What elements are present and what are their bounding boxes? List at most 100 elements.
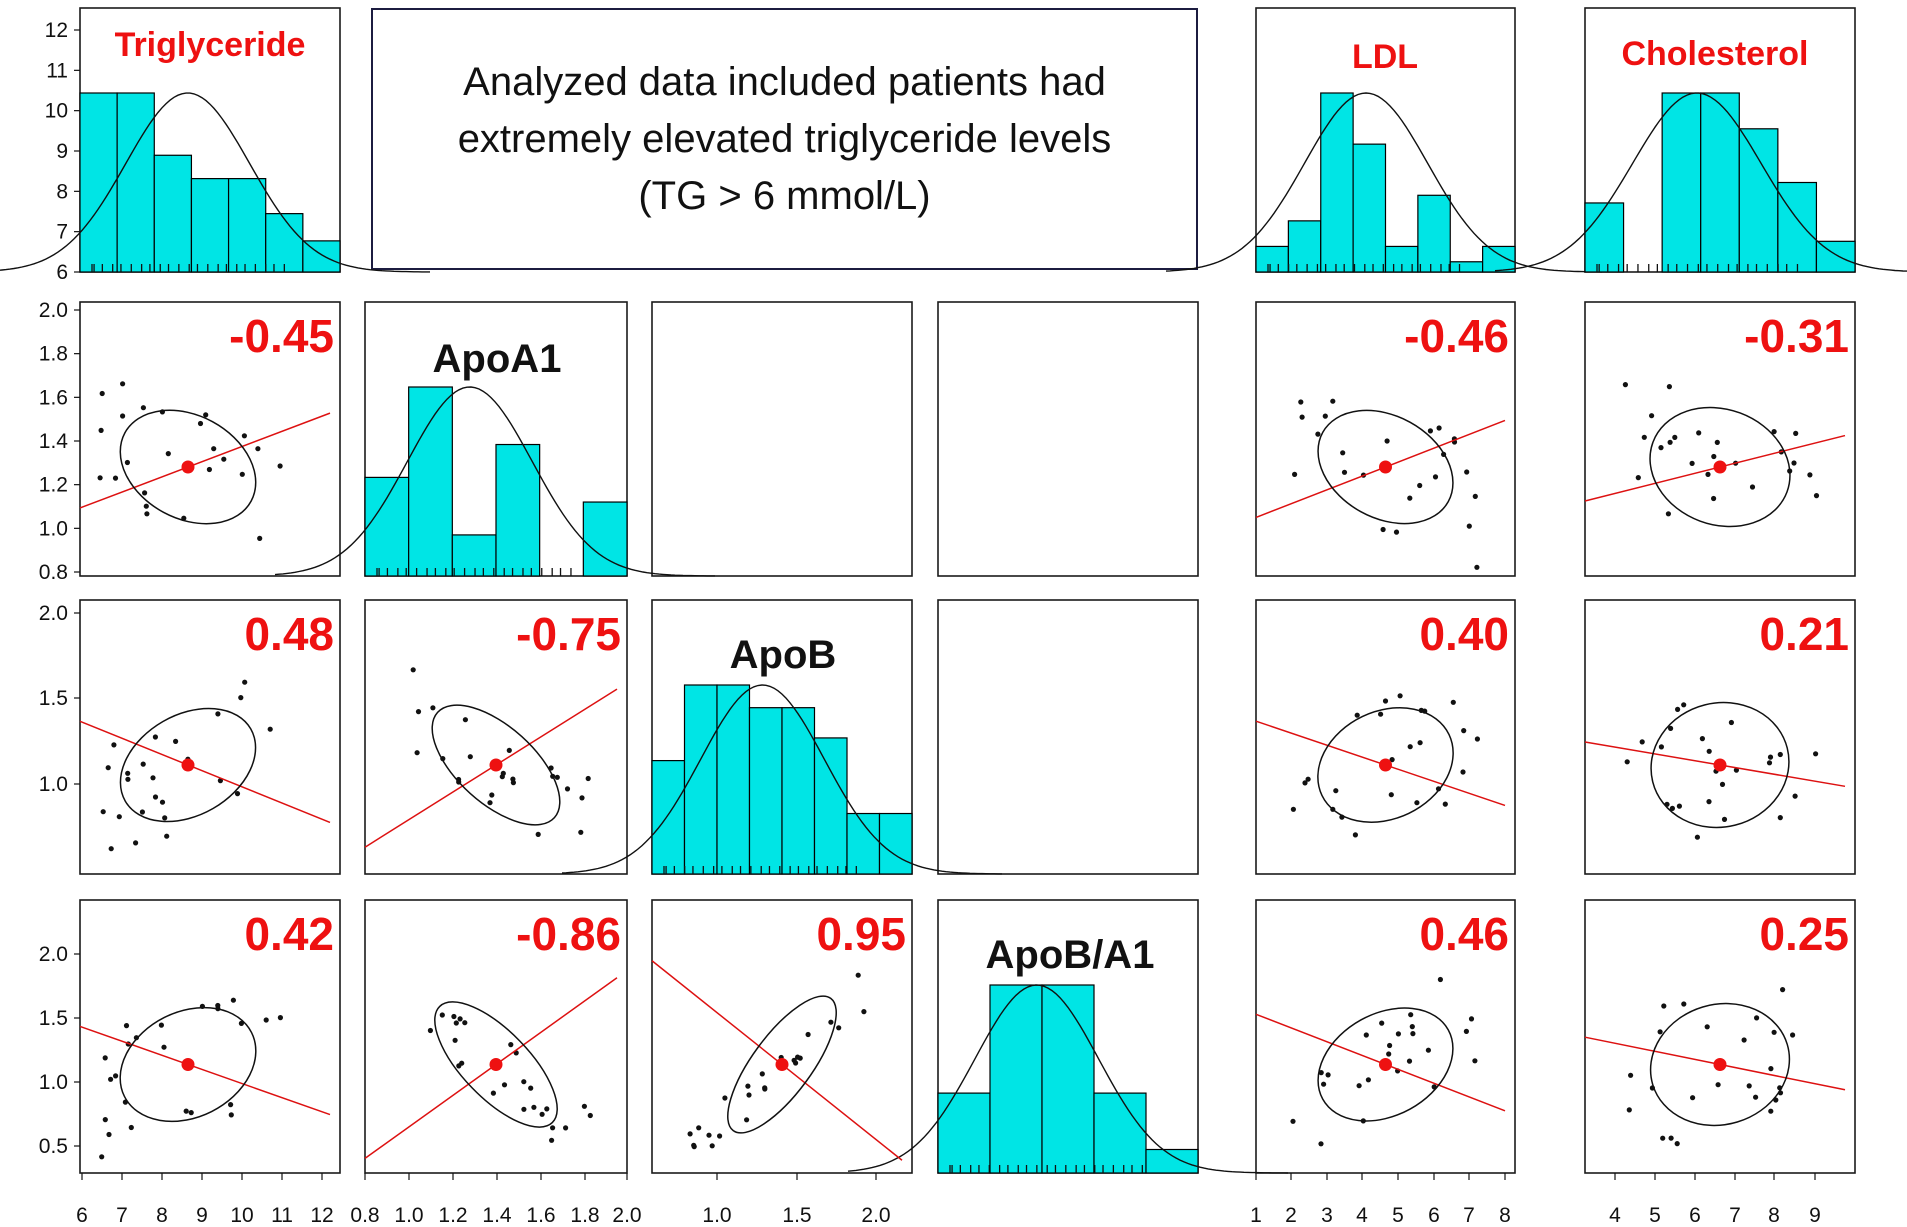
scatter-point-apoa1-triglyceride-0 [197, 420, 204, 427]
y-tick-label-apob-a1-3: 2.0 [39, 943, 68, 966]
x-tick-label-ldl-3: 4 [1356, 1204, 1368, 1227]
scatter-point-apob-a1-apoa1-16 [508, 1042, 514, 1048]
scatter-point-apob-ldl-12 [1382, 698, 1389, 704]
confidence-ellipse-apob-apoa1 [431, 704, 561, 826]
y-tick-label-triglyceride-0: 6 [56, 261, 68, 284]
scatter-point-apob-cholesterol-0 [1658, 744, 1664, 750]
hist-bar-triglyceride-4 [227, 178, 267, 273]
density-curve-apob-a1 [847, 984, 1289, 1174]
scatter-point-apob-apoa1-6 [579, 795, 585, 801]
scatter-point-apoa1-triglyceride-12 [97, 475, 103, 481]
scatter-point-apoa1-ldl-20 [1299, 414, 1305, 420]
scatter-point-apoa1-ldl-22 [1407, 495, 1413, 501]
x-tick-label-triglyceride-0: 6 [76, 1204, 88, 1227]
x-tick-label-cholesterol-2: 6 [1689, 1204, 1701, 1227]
correlation-apob-a1-triglyceride: 0.42 [244, 908, 334, 960]
scatter-point-apob-ldl-4 [1414, 800, 1420, 806]
scatter-point-apob-a1-apoa1-3 [563, 1125, 569, 1131]
scatter-point-apoa1-triglyceride-16 [221, 456, 227, 462]
y-tick-label-apoa1-0: 0.8 [39, 561, 68, 584]
mean-point-apob-cholesterol [1713, 758, 1727, 772]
hist-bar-apoa1-3 [495, 443, 541, 577]
scatter-point-apob-a1-cholesterol-20 [1660, 1135, 1666, 1141]
scatter-point-apob-a1-apoa1-5 [457, 1016, 463, 1022]
panel-frame-2-3 [937, 599, 1199, 875]
mean-point-apob-ldl [1379, 758, 1392, 772]
mean-point-apob-a1-apob [775, 1058, 789, 1071]
mean-point-apob-a1-cholesterol [1713, 1058, 1727, 1071]
hist-bar-triglyceride-5 [265, 213, 304, 273]
scatter-point-apob-a1-ldl-14 [1365, 1077, 1371, 1083]
scatter-point-apob-apoa1-13 [462, 717, 468, 723]
scatter-point-apob-triglyceride-6 [267, 726, 273, 732]
scatter-point-apob-a1-cholesterol-16 [1780, 987, 1786, 993]
hist-bar-apob-2 [716, 684, 751, 875]
hist-bar-cholesterol-2 [1661, 92, 1702, 273]
scatter-point-apoa1-triglyceride-19 [257, 535, 263, 542]
scatter-point-apob-a1-apob-1 [696, 1125, 702, 1131]
scatter-point-apob-ldl-18 [1302, 780, 1308, 786]
y-tick-label-triglyceride-2: 8 [56, 180, 68, 203]
scatter-point-apob-a1-triglyceride-21 [228, 1112, 234, 1118]
variable-label-ldl: LDL [1352, 38, 1418, 76]
scatter-point-apob-apoa1-9 [564, 786, 571, 792]
y-tick-label-apob-1: 1.5 [39, 687, 68, 710]
scatter-point-apob-a1-apoa1-14 [587, 1112, 593, 1119]
panel-frame-3-5 [1584, 899, 1856, 1174]
x-tick-label-apob-1: 1.5 [782, 1204, 811, 1227]
scatter-point-apob-ldl-7 [1417, 740, 1423, 746]
x-tick-label-triglyceride-3: 9 [196, 1204, 208, 1227]
hist-bar-ldl-7 [1482, 245, 1516, 273]
scatter-point-apoa1-cholesterol-23 [1635, 475, 1641, 481]
x-tick-label-triglyceride-2: 8 [156, 1204, 168, 1227]
y-tick-label-apoa1-4: 1.6 [39, 386, 68, 409]
scatter-point-apoa1-cholesterol-4 [1696, 430, 1702, 436]
scatter-point-apob-cholesterol-13 [1777, 751, 1783, 758]
scatter-point-apob-cholesterol-23 [1694, 834, 1700, 840]
panel-frame-1-3 [937, 301, 1199, 577]
scatter-point-apob-a1-cholesterol-1 [1768, 1108, 1774, 1114]
hist-bar-apoa1-1 [408, 386, 453, 577]
scatter-point-apob-a1-apob-12 [706, 1132, 712, 1138]
scatter-point-apob-a1-apoa1-13 [453, 1020, 459, 1026]
scatter-point-apob-ldl-17 [1474, 736, 1480, 742]
scatter-point-apob-ldl-5 [1378, 711, 1384, 717]
scatter-point-apob-a1-cholesterol-22 [1668, 1135, 1674, 1141]
scatter-point-apoa1-triglyceride-15 [239, 471, 245, 477]
panel-frame-3-1 [364, 899, 628, 1174]
panel-frame-3-0 [79, 899, 341, 1174]
y-tick-label-apoa1-1: 1.0 [39, 517, 68, 540]
scatter-point-apoa1-cholesterol-17 [1711, 453, 1717, 460]
hist-bar-ldl-3 [1352, 143, 1387, 273]
scatter-point-apob-a1-cholesterol-21 [1681, 1001, 1687, 1007]
scatter-point-apob-triglyceride-11 [164, 833, 170, 839]
scatter-point-apob-a1-apob-22 [762, 1086, 768, 1092]
confidence-ellipse-apob-a1-cholesterol [1649, 1002, 1791, 1127]
scatter-point-apob-triglyceride-10 [152, 794, 159, 800]
hist-bar-ldl-5 [1417, 194, 1451, 273]
scatter-point-apob-a1-cholesterol-13 [1768, 1066, 1774, 1072]
x-tick-label-apoa1-1: 1.0 [394, 1204, 423, 1227]
x-tick-label-apoa1-5: 1.8 [570, 1204, 599, 1227]
scatter-point-apob-a1-triglyceride-15 [158, 1022, 164, 1028]
scatter-point-apob-a1-apob-8 [745, 1083, 751, 1089]
scatter-point-apoa1-cholesterol-11 [1714, 439, 1720, 445]
scatter-point-apob-a1-ldl-23 [1321, 1081, 1327, 1087]
scatter-point-apob-a1-ldl-11 [1356, 1083, 1362, 1089]
scatter-point-apoa1-cholesterol-2 [1641, 434, 1647, 440]
scatter-point-apob-a1-ldl-20 [1379, 1020, 1385, 1026]
hist-bar-ldl-2 [1320, 92, 1354, 273]
scatter-point-apoa1-cholesterol-22 [1667, 439, 1673, 445]
scatter-point-apob-cholesterol-9 [1766, 760, 1773, 766]
variable-label-cholesterol: Cholesterol [1621, 35, 1808, 73]
scatter-point-apoa1-ldl-15 [1466, 523, 1472, 529]
scatter-point-apoa1-cholesterol-9 [1689, 460, 1695, 466]
hist-bar-triglyceride-1 [116, 92, 155, 273]
scatter-point-apob-ldl-1 [1388, 792, 1394, 798]
scatter-point-apoa1-ldl-13 [1427, 428, 1433, 434]
scatter-point-apoa1-ldl-8 [1298, 399, 1304, 405]
scatter-point-apoa1-cholesterol-10 [1672, 434, 1678, 440]
scatter-point-apob-ldl-11 [1305, 776, 1311, 782]
scatter-point-apob-cholesterol-14 [1719, 781, 1726, 788]
